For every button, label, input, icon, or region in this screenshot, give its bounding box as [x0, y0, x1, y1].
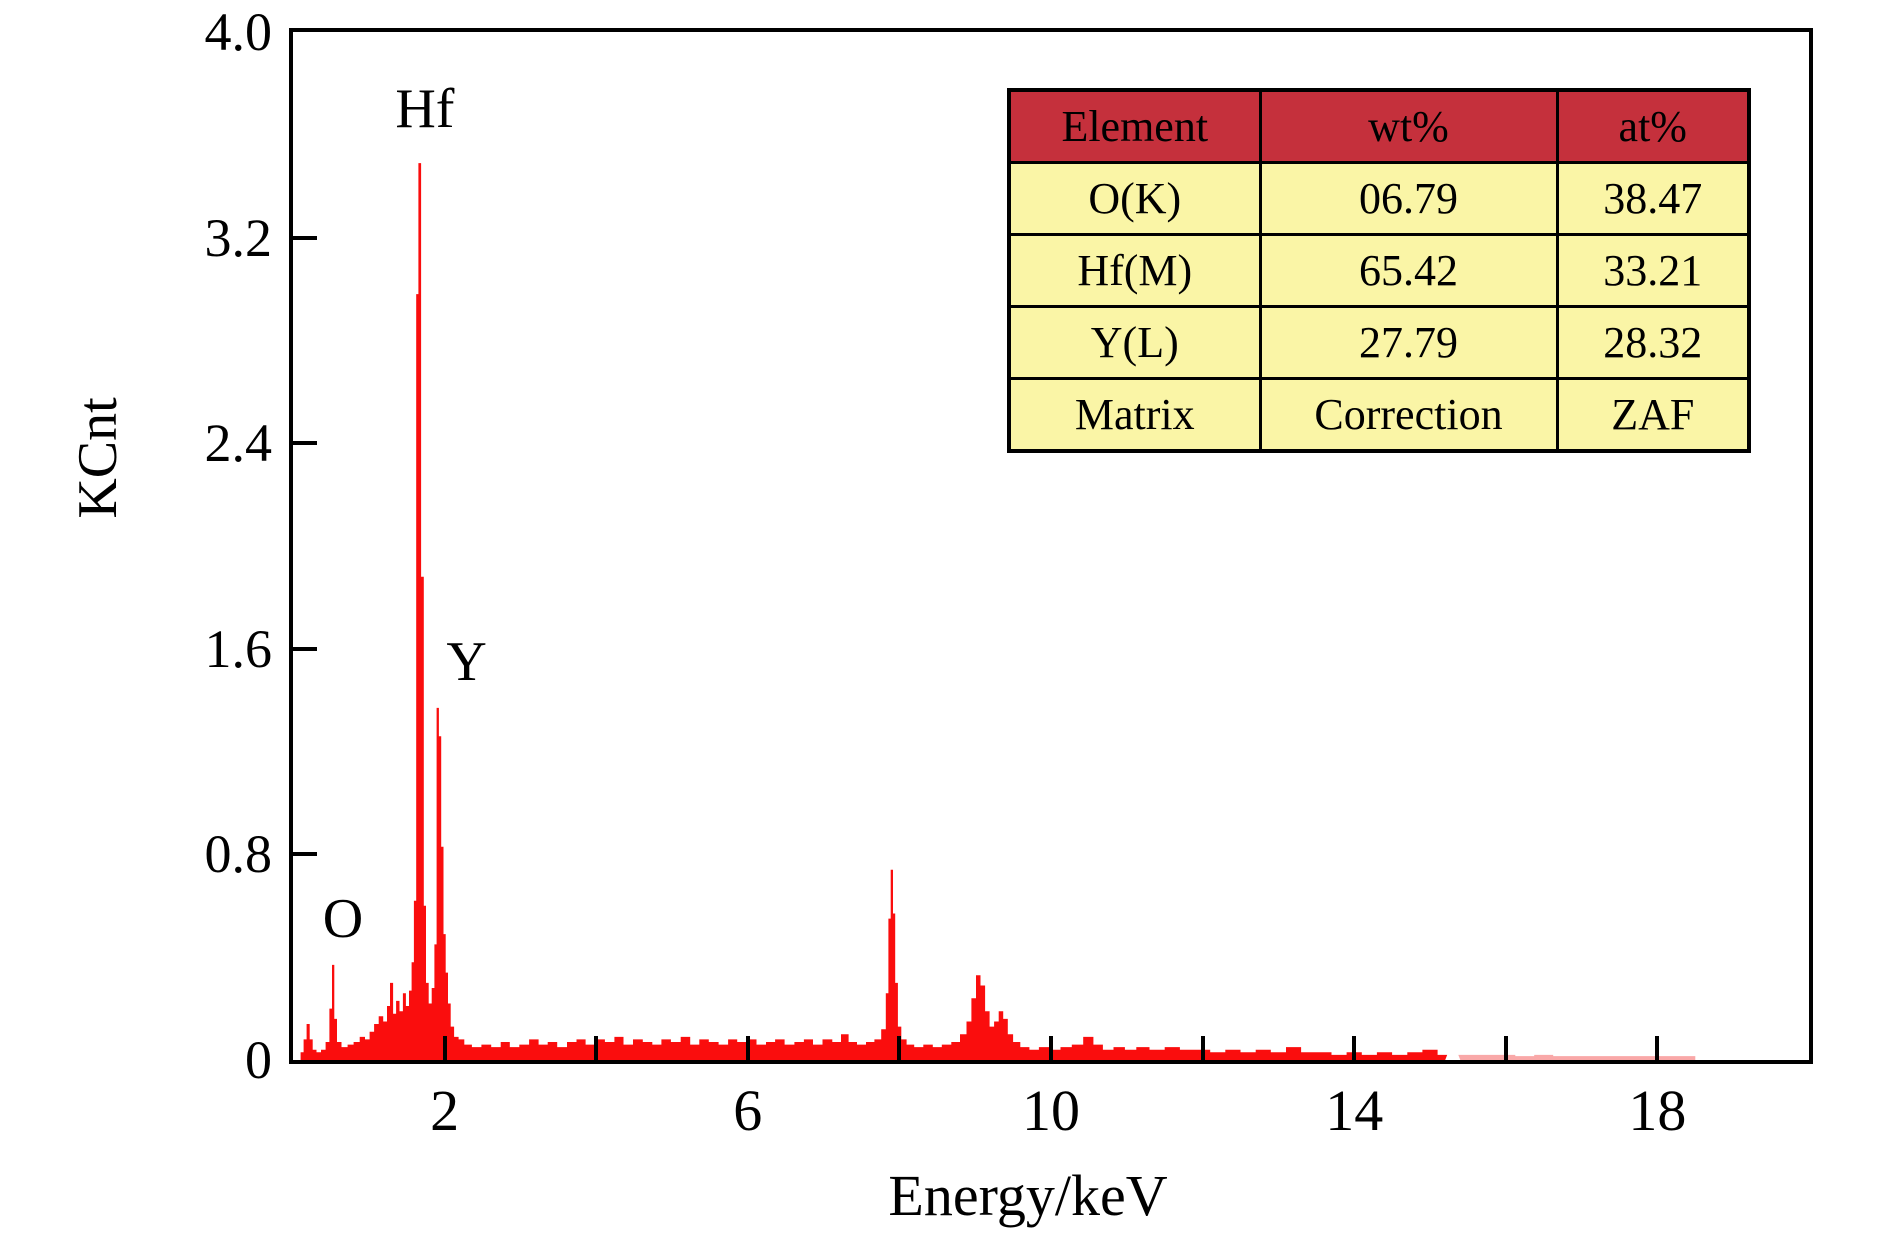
table-cell: ZAF: [1555, 377, 1751, 453]
x-tick: [1200, 1036, 1205, 1060]
table-cell: 33.21: [1555, 233, 1751, 308]
x-tick-label: 14: [1325, 1078, 1384, 1143]
y-tick-label: 0.8: [204, 824, 273, 885]
table-header-row: Element wt% at%: [1007, 88, 1751, 164]
table-cell: 06.79: [1258, 161, 1559, 236]
x-tick: [897, 1036, 902, 1060]
y-tick-label: 3.2: [204, 207, 273, 268]
table-row: Matrix Correction ZAF: [1007, 377, 1751, 453]
y-tick-label: 0: [245, 1030, 272, 1090]
table-cell: Y(L): [1007, 305, 1262, 380]
table-cell: Hf(M): [1007, 233, 1262, 308]
table-cell: 27.79: [1258, 305, 1559, 380]
x-tick-label: 18: [1628, 1078, 1687, 1143]
x-tick: [594, 1036, 599, 1060]
y-tick: [293, 235, 317, 240]
x-tick: [1655, 1036, 1660, 1060]
table-cell: 65.42: [1258, 233, 1559, 308]
y-tick: [293, 852, 317, 857]
x-tick-label: 6: [733, 1078, 763, 1143]
plot-frame: [289, 28, 1813, 1064]
x-tick: [1503, 1036, 1508, 1060]
spectrum-area-faded: [1458, 1054, 1702, 1060]
x-tick: [1352, 1036, 1357, 1060]
y-tick: [293, 646, 317, 651]
peak-label-hf: Hf: [395, 78, 455, 141]
table-row: O(K) 06.79 38.47: [1007, 161, 1751, 236]
table-cell: 28.32: [1555, 305, 1751, 380]
table-cell: Matrix: [1007, 377, 1262, 453]
spectrum-area: [297, 163, 1448, 1060]
x-tick-label: 10: [1022, 1078, 1080, 1143]
y-tick-label: 1.6: [204, 618, 273, 679]
y-tick-label: 4.0: [204, 2, 273, 62]
table-row: Y(L) 27.79 28.32: [1007, 305, 1751, 380]
spectrum-plot: [297, 163, 1702, 1060]
y-tick: [293, 441, 317, 446]
table-header-cell: wt%: [1258, 88, 1559, 164]
table-cell: Correction: [1258, 377, 1559, 453]
table-cell: O(K): [1007, 161, 1262, 236]
x-tick: [1049, 1036, 1053, 1060]
y-tick-label: 2.4: [204, 413, 273, 474]
y-axis-title: KCnt: [67, 397, 129, 519]
table-cell: 38.47: [1555, 161, 1751, 236]
table-header-cell: at%: [1555, 88, 1751, 164]
peak-label-y: Y: [446, 630, 487, 693]
table-row: Hf(M) 65.42 33.21: [1007, 233, 1751, 308]
peak-label-o: O: [322, 887, 364, 950]
quantification-table: Element wt% at% O(K) 06.79 38.47 Hf(M) 65.42 33…: [1007, 88, 1751, 453]
x-tick: [442, 1036, 447, 1060]
x-tick: [745, 1036, 750, 1060]
table-header-cell: Element: [1007, 88, 1262, 164]
x-axis-title: Energy/keV: [888, 1163, 1168, 1228]
x-tick-label: 2: [430, 1078, 460, 1143]
